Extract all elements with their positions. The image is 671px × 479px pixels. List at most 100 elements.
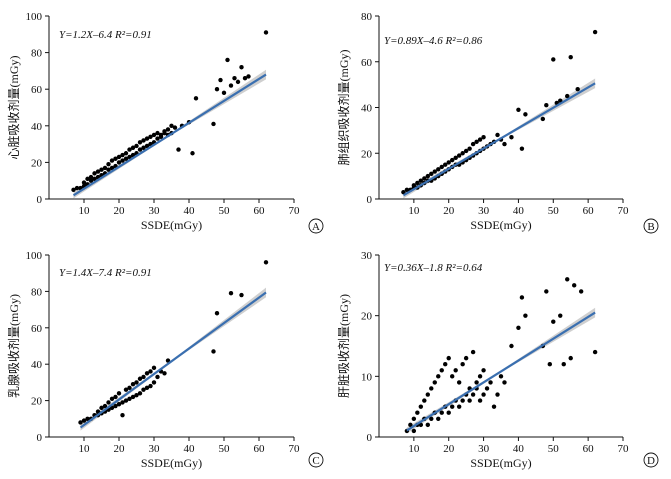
data-point [495,392,500,397]
data-point [415,410,420,415]
data-point [232,76,237,81]
data-point [568,54,573,60]
data-point [425,392,430,397]
data-point [547,362,552,367]
data-point [446,355,451,361]
y-tick-label: 0 [367,432,373,444]
x-axis-label: SSDE(mGy) [470,218,531,232]
data-point [436,374,441,379]
x-tick-label: 10 [408,443,420,455]
data-point [221,90,227,96]
data-point [116,160,122,165]
x-tick-label: 30 [478,443,490,455]
data-point [211,349,216,354]
data-point [523,313,528,318]
data-point [242,76,248,81]
data-point [422,176,427,181]
data-point [446,410,451,415]
x-tick-label: 60 [583,443,595,455]
data-point [172,125,178,130]
data-point [432,169,437,174]
data-point [211,121,216,127]
data-point [415,180,420,186]
x-tick-label: 70 [618,205,630,217]
data-point [235,79,241,85]
data-point [263,260,269,265]
data-point [214,87,220,92]
data-point [425,422,430,428]
data-point [460,151,465,156]
data-point [120,400,125,405]
x-tick-label: 50 [548,205,560,217]
data-point [130,145,136,150]
data-point [592,349,598,355]
data-point [439,410,444,415]
data-point [565,277,570,282]
data-point [460,362,465,367]
x-tick-label: 10 [408,205,420,217]
x-tick-label: 10 [79,443,91,455]
panel-label-circle [643,452,659,468]
y-tick-label: 60 [31,323,43,335]
data-point [463,148,469,154]
data-point [148,383,153,389]
data-point [162,371,167,376]
x-tick-label: 70 [618,443,630,455]
data-point [429,416,434,421]
y-tick-label: 0 [367,194,373,206]
data-point [176,147,181,152]
regression-line [79,291,267,429]
y-tick-label: 80 [31,286,43,298]
x-tick-label: 50 [219,205,231,217]
data-point [443,362,448,367]
y-tick-label: 60 [361,57,373,69]
x-tick-label: 40 [184,205,196,217]
x-tick-label: 20 [114,205,126,217]
x-tick-label: 50 [548,443,560,455]
data-point [151,132,157,138]
data-point [106,400,111,405]
panel-c: 10 20 30 40 50 60 70 0 20 40 60 80 100 SSDE(mGy) 乳腺吸收剂… [6,250,324,470]
data-point [502,141,507,147]
data-point [411,428,417,434]
data-point [99,167,104,172]
data-point [463,355,469,361]
data-point [71,187,76,193]
y-tick-label: 10 [361,371,373,383]
regression-equation: Y=1.4X–7.4 R²=0.91 [59,267,152,279]
data-point [502,380,507,385]
x-tick-label: 20 [443,443,455,455]
data-point [144,136,150,141]
data-point [88,174,94,180]
data-point [401,189,406,195]
data-point [74,185,80,191]
regression-equation: Y=0.36X–1.8 R²=0.64 [384,262,483,274]
data-point [418,178,424,183]
data-point [158,132,164,138]
data-point [148,369,153,374]
data-point [477,137,483,142]
data-point [137,140,143,145]
x-tick-label: 20 [443,205,455,217]
data-point [568,355,573,361]
data-point [436,416,441,421]
data-point [106,162,111,167]
data-point [123,156,129,161]
regression-line [72,73,267,197]
data-point [169,123,174,128]
panel-a: 10 20 30 40 50 60 70 0 20 40 60 80 100 SSDE(mGy) 心脏吸收剂… [6,11,324,234]
data-point [439,368,444,373]
data-point [134,143,139,149]
data-point [144,143,150,149]
panel-label-circle [308,218,324,234]
data-point [429,386,434,391]
data-point [116,391,122,396]
data-point [130,382,136,387]
data-point [123,151,129,156]
x-tick-label: 30 [149,205,161,217]
data-point [134,380,139,385]
data-point [561,362,566,367]
data-point [544,103,549,108]
data-point [85,416,90,421]
data-point [85,176,90,182]
